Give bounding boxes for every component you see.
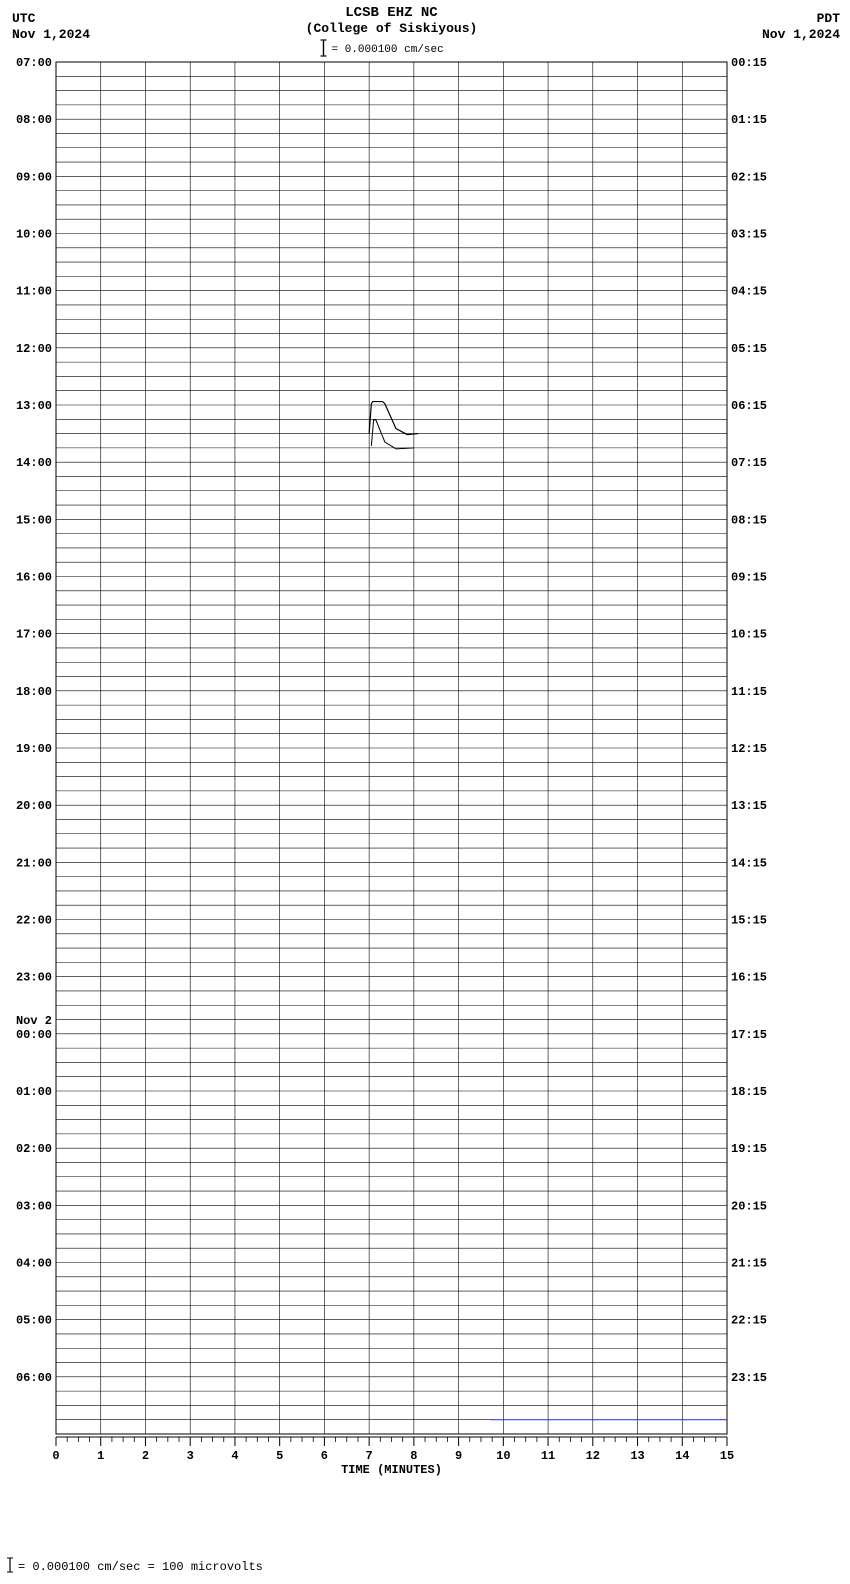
x-tick-label: 5 (276, 1449, 283, 1463)
pdt-hour-label: 21:15 (731, 1257, 767, 1271)
x-tick-label: 12 (586, 1449, 600, 1463)
x-tick-label: 4 (231, 1449, 238, 1463)
utc-hour-label: 18:00 (16, 685, 52, 699)
x-tick-label: 14 (675, 1449, 689, 1463)
x-tick-label: 8 (410, 1449, 417, 1463)
footer-scale: = 0.000100 cm/sec = 100 microvolts (18, 1560, 263, 1574)
right-tz: PDT (817, 11, 841, 26)
pdt-hour-label: 02:15 (731, 170, 767, 184)
x-tick-label: 9 (455, 1449, 462, 1463)
utc-hour-label: 00:00 (16, 1028, 52, 1042)
utc-hour-label: 02:00 (16, 1142, 52, 1156)
x-tick-label: 0 (52, 1449, 59, 1463)
pdt-hour-label: 04:15 (731, 285, 767, 299)
x-tick-label: 2 (142, 1449, 149, 1463)
x-tick-label: 3 (187, 1449, 194, 1463)
utc-hour-label: 22:00 (16, 914, 52, 928)
x-tick-label: 7 (366, 1449, 373, 1463)
utc-hour-label: 09:00 (16, 170, 52, 184)
station-code: LCSB EHZ NC (345, 5, 438, 21)
scale-text: = 0.000100 cm/sec (332, 44, 444, 56)
pdt-hour-label: 15:15 (731, 914, 767, 928)
x-tick-label: 10 (496, 1449, 510, 1463)
pdt-hour-label: 09:15 (731, 571, 767, 585)
utc-hour-label: 23:00 (16, 971, 52, 985)
pdt-hour-label: 06:15 (731, 399, 767, 413)
x-tick-label: 1 (97, 1449, 104, 1463)
utc-hour-label: 01:00 (16, 1085, 52, 1099)
utc-hour-label: 03:00 (16, 1199, 52, 1213)
utc-date-change: Nov 2 (16, 1014, 52, 1028)
x-tick-label: 11 (541, 1449, 555, 1463)
pdt-hour-label: 05:15 (731, 342, 767, 356)
pdt-hour-label: 07:15 (731, 456, 767, 470)
right-date: Nov 1,2024 (762, 27, 840, 42)
station-location: (College of Siskiyous) (306, 21, 478, 36)
utc-hour-label: 15:00 (16, 513, 52, 527)
utc-hour-label: 16:00 (16, 571, 52, 585)
pdt-hour-label: 10:15 (731, 628, 767, 642)
pdt-hour-label: 23:15 (731, 1371, 767, 1385)
utc-hour-label: 21:00 (16, 856, 52, 870)
utc-hour-label: 04:00 (16, 1257, 52, 1271)
left-date: Nov 1,2024 (12, 27, 90, 42)
utc-hour-label: 17:00 (16, 628, 52, 642)
pdt-hour-label: 13:15 (731, 799, 767, 813)
pdt-hour-label: 16:15 (731, 971, 767, 985)
utc-hour-label: 10:00 (16, 228, 52, 242)
utc-hour-label: 05:00 (16, 1314, 52, 1328)
left-tz: UTC (12, 11, 36, 26)
x-tick-label: 6 (321, 1449, 328, 1463)
utc-hour-label: 19:00 (16, 742, 52, 756)
pdt-hour-label: 18:15 (731, 1085, 767, 1099)
pdt-hour-label: 19:15 (731, 1142, 767, 1156)
pdt-hour-label: 17:15 (731, 1028, 767, 1042)
utc-hour-label: 06:00 (16, 1371, 52, 1385)
pdt-hour-label: 22:15 (731, 1314, 767, 1328)
x-tick-label: 13 (630, 1449, 644, 1463)
pdt-hour-label: 01:15 (731, 113, 767, 127)
utc-hour-label: 11:00 (16, 285, 52, 299)
utc-hour-label: 12:00 (16, 342, 52, 356)
helicorder-plot: LCSB EHZ NC(College of Siskiyous)UTCNov … (0, 0, 850, 1584)
utc-hour-label: 14:00 (16, 456, 52, 470)
pdt-hour-label: 14:15 (731, 856, 767, 870)
utc-hour-label: 07:00 (16, 56, 52, 70)
pdt-hour-label: 12:15 (731, 742, 767, 756)
pdt-hour-label: 00:15 (731, 56, 767, 70)
pdt-hour-label: 11:15 (731, 685, 767, 699)
x-tick-label: 15 (720, 1449, 734, 1463)
utc-hour-label: 13:00 (16, 399, 52, 413)
background (0, 0, 850, 1584)
pdt-hour-label: 20:15 (731, 1199, 767, 1213)
x-axis-label: TIME (MINUTES) (341, 1463, 442, 1477)
pdt-hour-label: 08:15 (731, 513, 767, 527)
pdt-hour-label: 03:15 (731, 228, 767, 242)
utc-hour-label: 20:00 (16, 799, 52, 813)
utc-hour-label: 08:00 (16, 113, 52, 127)
